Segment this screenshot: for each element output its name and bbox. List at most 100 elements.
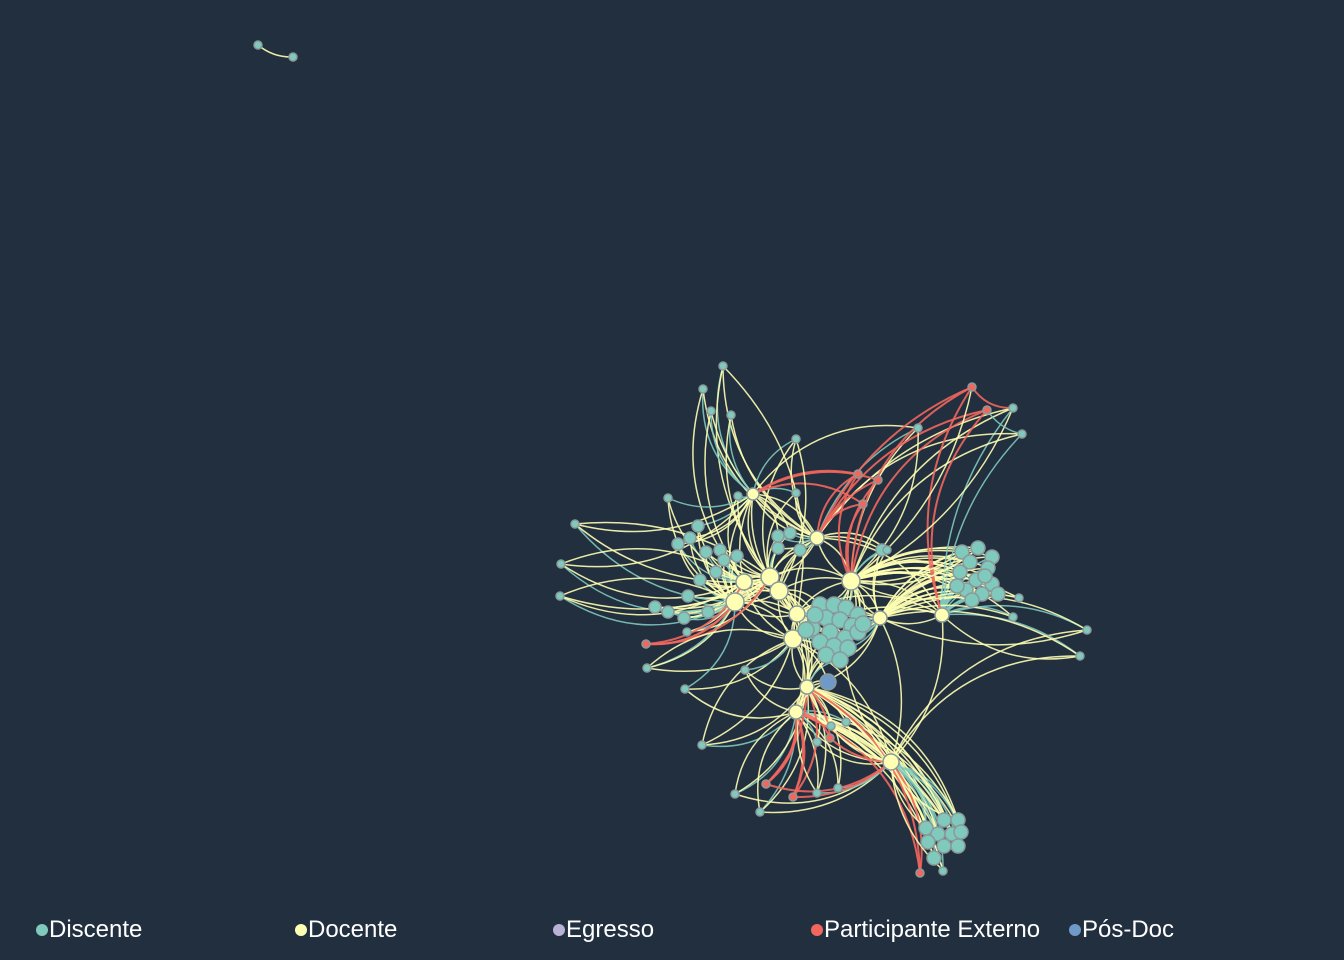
node-participante-externo [858, 499, 868, 509]
edge [734, 686, 808, 795]
edge [850, 409, 988, 582]
legend-label-participante-externo: Participante Externo [824, 916, 1041, 943]
node-discente [1017, 429, 1027, 439]
node-discente [990, 586, 1006, 602]
edge [890, 761, 923, 874]
node-discente [556, 559, 566, 569]
node-participante-externo [761, 779, 771, 789]
node-participante-externo [967, 382, 977, 392]
edge [890, 761, 944, 872]
node-discente [950, 838, 966, 854]
node-discente [936, 838, 952, 854]
node-discente [701, 605, 715, 619]
node-discente [797, 621, 815, 639]
edge [684, 601, 736, 690]
node-participante-externo [825, 733, 835, 743]
edge [850, 407, 1014, 582]
node-discente [693, 573, 707, 587]
legend-item-discente: Discente [36, 916, 142, 944]
node-participante-externo [853, 469, 863, 479]
node-discente [791, 434, 801, 444]
node-discente [691, 519, 705, 533]
node-discente [697, 740, 707, 750]
node-discente [962, 554, 978, 570]
node-discente [952, 564, 968, 580]
node-discente [718, 361, 728, 371]
legend-item-pos-doc: Pós-Doc [1069, 916, 1174, 944]
edge [816, 432, 1023, 539]
edge [778, 577, 852, 592]
edge [879, 610, 1081, 657]
node-discente [733, 491, 743, 501]
node-discente [793, 543, 807, 557]
node-discente [783, 526, 797, 540]
legend-label-pos-doc: Pós-Doc [1082, 916, 1175, 943]
edge [971, 386, 1014, 410]
node-participante-externo [915, 868, 925, 878]
node-participante-externo [982, 405, 992, 415]
node-discente [698, 384, 708, 394]
edge [560, 493, 754, 568]
edge [560, 563, 745, 599]
node-discente [683, 531, 697, 545]
node-docente [788, 704, 804, 720]
node-discente [920, 834, 936, 850]
node-discente [791, 488, 801, 498]
edge [941, 613, 1081, 657]
node-participante-externo [641, 639, 651, 649]
edge [795, 711, 921, 874]
node-discente [806, 606, 824, 624]
edge [761, 438, 797, 578]
nodes [253, 40, 1092, 878]
edge [850, 386, 973, 582]
node-discente [726, 410, 736, 420]
node-discente [730, 789, 740, 799]
legend-label-discente: Discente [49, 916, 143, 943]
node-discente [833, 783, 843, 793]
edge [559, 577, 736, 603]
node-docente [735, 573, 753, 591]
edges [257, 44, 1088, 874]
node-discente [570, 519, 580, 529]
node-discente [755, 807, 765, 817]
edge [930, 409, 988, 616]
node-discente [954, 544, 970, 560]
node-discente [831, 651, 849, 669]
node-discente [253, 40, 263, 50]
node-discente [661, 605, 675, 619]
edge [850, 427, 919, 582]
edge [574, 521, 771, 578]
edge [890, 614, 944, 763]
edge [684, 638, 794, 690]
node-discente [717, 553, 731, 567]
edge [850, 551, 963, 583]
node-discente [288, 52, 298, 62]
node-discente [812, 788, 822, 798]
legend-item-egresso: Egresso [553, 916, 654, 944]
node-discente [841, 717, 851, 727]
legend-swatch-discente [36, 924, 48, 936]
node-docente [769, 581, 789, 601]
node-discente [854, 615, 872, 633]
edge [704, 410, 745, 583]
node-discente [771, 541, 785, 555]
edge [806, 686, 892, 763]
edge [574, 523, 745, 583]
node-participante-externo [873, 475, 883, 485]
edge [684, 688, 797, 719]
edge [701, 686, 808, 746]
node-pos-doc [819, 673, 837, 691]
edge [560, 548, 745, 583]
node-discente [555, 591, 565, 601]
node-discente [771, 529, 785, 543]
edge [941, 614, 1081, 660]
edge [725, 414, 771, 578]
node-discente [706, 406, 716, 416]
node-discente [1008, 612, 1018, 622]
edge [850, 386, 973, 582]
node-docente [841, 571, 861, 591]
edge [757, 711, 797, 813]
node-discente [663, 493, 673, 503]
